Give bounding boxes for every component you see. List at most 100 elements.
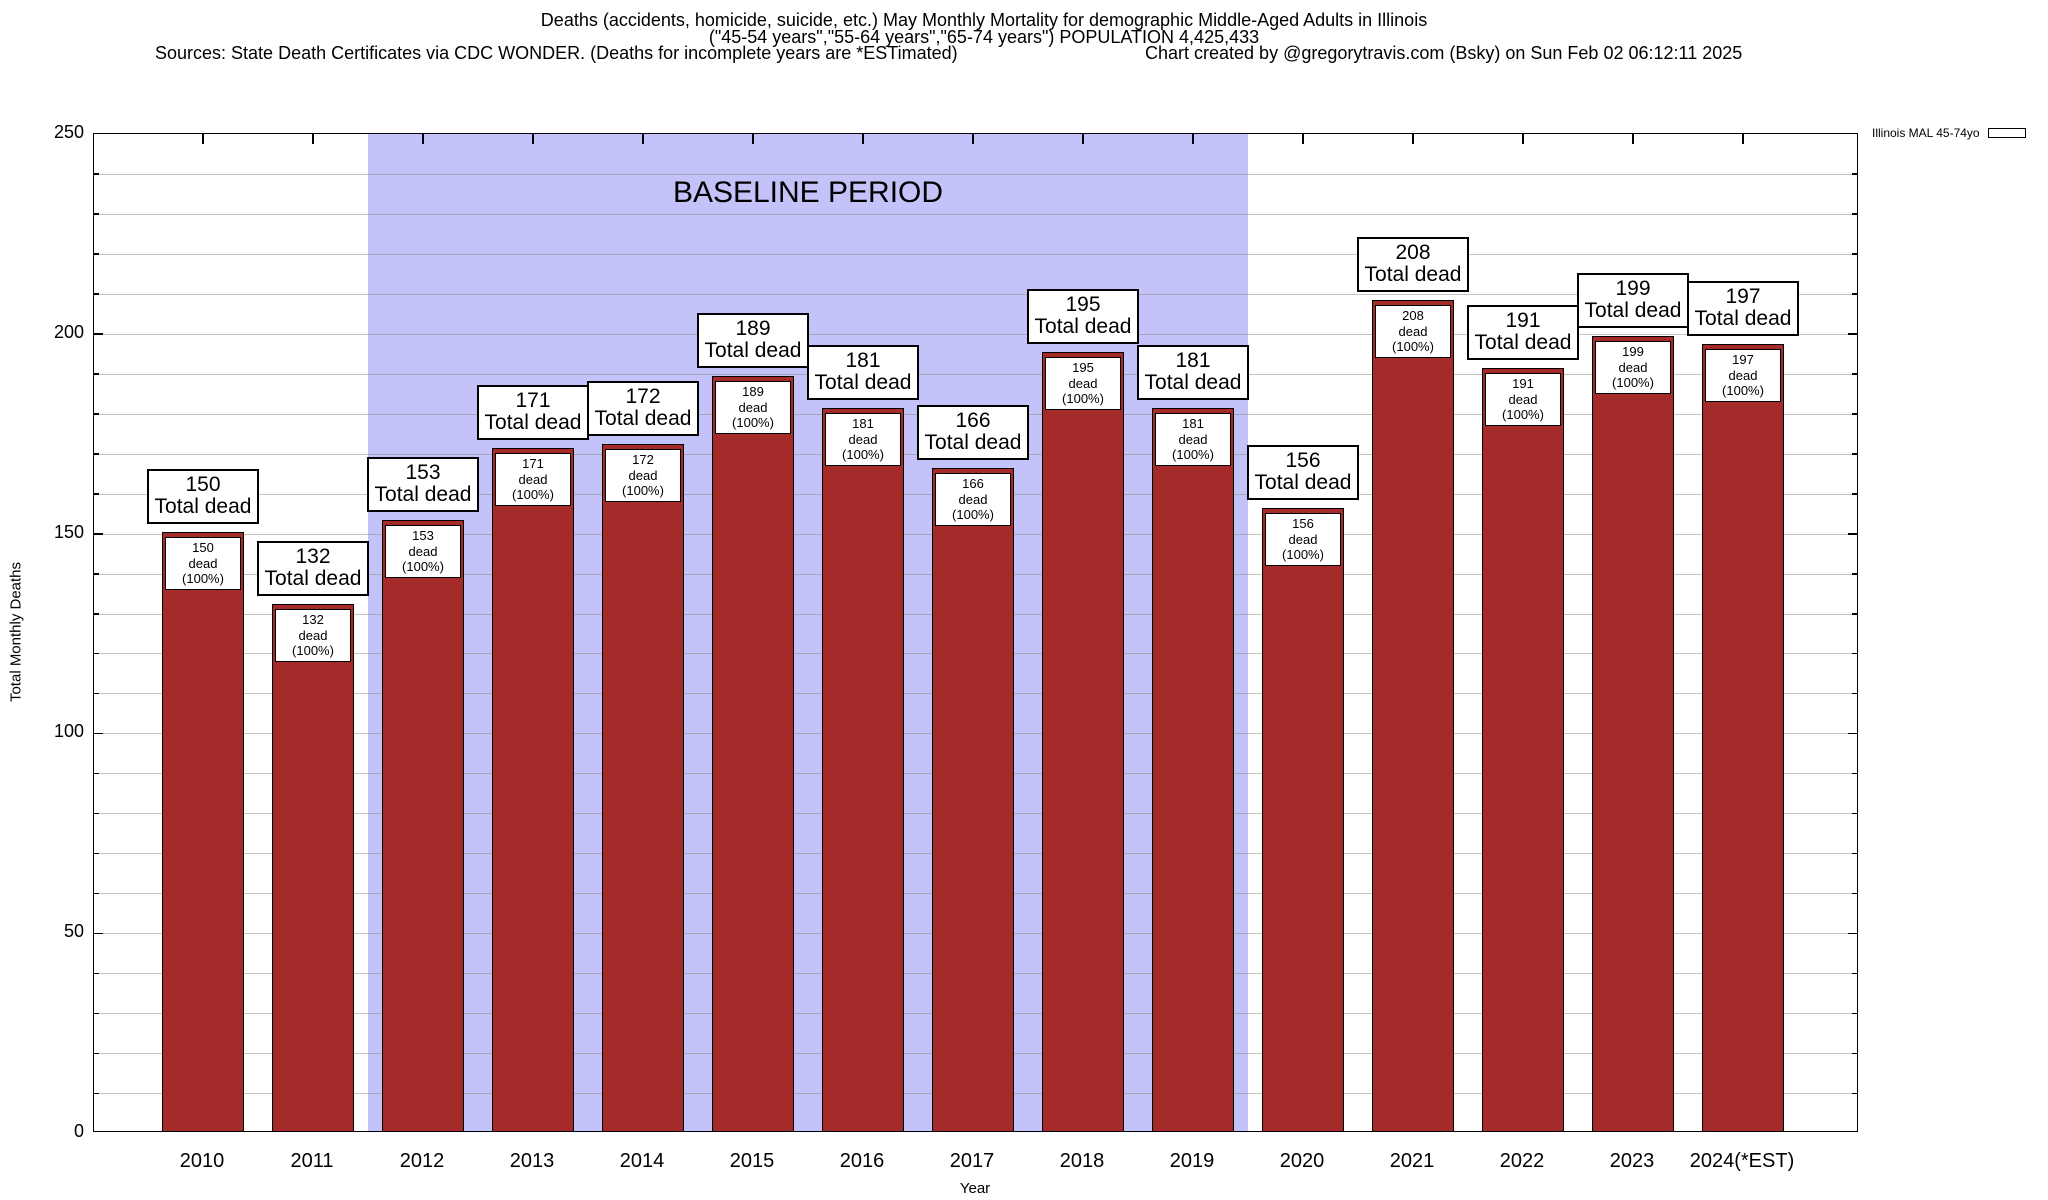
bar-total-value: 156	[1285, 448, 1321, 472]
y-tick-right	[1852, 892, 1857, 895]
bar-inner-label: 172 dead (100%)	[605, 449, 681, 502]
bar-inner-value: 181	[1182, 416, 1204, 431]
y-tick-right	[1852, 613, 1857, 615]
bar-total-suffix: Total dead	[814, 371, 912, 395]
bar-total-suffix: Total dead	[924, 431, 1022, 455]
bar-inner-label: 132 dead (100%)	[275, 609, 351, 662]
bar-total-suffix: Total dead	[374, 483, 472, 507]
y-tick-right	[1852, 1092, 1857, 1095]
bar-total-value: 132	[295, 544, 331, 568]
y-tick-right	[1848, 732, 1857, 735]
y-tick-left	[94, 213, 99, 215]
legend: Illinois MAL 45-74yo	[1872, 126, 2026, 140]
bar-inner-label: 153 dead (100%)	[385, 525, 461, 578]
y-tick-right	[1848, 932, 1857, 935]
bar-inner-value: 132	[302, 612, 324, 627]
bar-total-label: 153 Total dead	[367, 456, 479, 512]
y-tick-right	[1852, 652, 1857, 655]
x-tick-top	[1632, 134, 1634, 144]
y-tick-left	[94, 892, 99, 895]
bar-inner-label: 166 dead (100%)	[935, 473, 1011, 526]
bar-2020: 156 dead (100%)	[1262, 508, 1344, 1131]
x-tick-top	[972, 134, 974, 144]
bar-2022: 191 dead (100%)	[1482, 368, 1564, 1131]
bar-inner-suffix: dead (100%)	[952, 491, 994, 523]
bar-total-value: 171	[515, 388, 551, 412]
bar-2012: 153 dead (100%)	[382, 520, 464, 1131]
legend-label: Illinois MAL 45-74yo	[1872, 126, 1980, 140]
bar-inner-suffix: dead (100%)	[292, 627, 334, 659]
bar-inner-label: 181 dead (100%)	[1155, 413, 1231, 466]
legend-swatch	[1987, 128, 2026, 138]
y-tick-left	[94, 573, 99, 575]
bar-total-label: 195 Total dead	[1027, 288, 1139, 344]
y-tick-left	[94, 533, 103, 535]
bar-2013: 171 dead (100%)	[492, 448, 574, 1131]
bar-2019: 181 dead (100%)	[1152, 408, 1234, 1131]
bar-total-label: 166 Total dead	[917, 404, 1029, 460]
bar-total-value: 195	[1065, 292, 1101, 316]
y-tick-label: 50	[63, 921, 84, 942]
y-tick-left	[94, 613, 99, 615]
bar-2018: 195 dead (100%)	[1042, 352, 1124, 1131]
y-tick-left	[94, 932, 103, 935]
x-tick-label-2016: 2016	[839, 1150, 885, 1172]
bar-total-suffix: Total dead	[1034, 315, 1132, 339]
x-tick-label-2010: 2010	[179, 1150, 225, 1172]
y-tick-right	[1852, 173, 1857, 175]
x-tick-top	[202, 134, 204, 144]
y-tick-right	[1852, 772, 1857, 775]
bar-inner-suffix: dead (100%)	[1722, 367, 1764, 399]
bar-total-label: 208 Total dead	[1357, 236, 1469, 292]
bar-inner-label: 197 dead (100%)	[1705, 349, 1781, 402]
bar-total-label: 171 Total dead	[477, 384, 589, 440]
bar-total-label: 181 Total dead	[1137, 344, 1249, 400]
plot-area: BASELINE PERIOD 150 dead (100%) 150 Total d…	[93, 133, 1858, 1132]
bar-total-label: 132 Total dead	[257, 540, 369, 596]
bar-2015: 189 dead (100%)	[712, 376, 794, 1131]
bar-inner-value: 191	[1512, 376, 1534, 391]
x-tick-label-2015: 2015	[729, 1150, 775, 1172]
y-tick-left	[94, 772, 99, 775]
bar-inner-suffix: dead (100%)	[1502, 391, 1544, 423]
y-axis-title: Total Monthly Deaths	[7, 561, 25, 703]
y-tick-right	[1852, 493, 1857, 495]
y-tick-right	[1852, 812, 1857, 815]
bar-inner-label: 195 dead (100%)	[1045, 357, 1121, 410]
bar-2017: 166 dead (100%)	[932, 468, 1014, 1131]
y-tick-right	[1852, 253, 1857, 255]
chart-title: Deaths (accidents, homicide, suicide, et…	[540, 10, 1428, 30]
bar-inner-label: 199 dead (100%)	[1595, 341, 1671, 394]
bar-total-value: 181	[1175, 348, 1211, 372]
x-tick-label-2014: 2014	[619, 1150, 665, 1172]
bar-total-value: 189	[735, 316, 771, 340]
bar-inner-suffix: dead (100%)	[1612, 359, 1654, 391]
bar-total-value: 191	[1505, 308, 1541, 332]
gridline	[94, 213, 1857, 215]
bar-total-value: 208	[1395, 240, 1431, 264]
y-tick-left	[94, 812, 99, 815]
x-tick-label-2021: 2021	[1389, 1150, 1435, 1172]
y-tick-right	[1852, 1012, 1857, 1015]
x-tick-top	[532, 134, 534, 144]
bar-inner-value: 197	[1732, 352, 1754, 367]
y-tick-right	[1852, 972, 1857, 975]
bar-total-label: 191 Total dead	[1467, 304, 1579, 360]
y-tick-label: 200	[53, 321, 84, 342]
chart-credit: Chart created by @gregorytravis.com (Bsk…	[1145, 43, 1743, 63]
bar-total-value: 172	[625, 384, 661, 408]
x-tick-top	[862, 134, 864, 144]
x-tick-label-2022: 2022	[1499, 1150, 1545, 1172]
x-tick-label-2023: 2023	[1609, 1150, 1655, 1172]
bar-inner-label: 150 dead (100%)	[165, 537, 241, 590]
bar-total-value: 153	[405, 460, 441, 484]
y-tick-left	[94, 1092, 99, 1095]
bar-total-value: 150	[185, 472, 221, 496]
x-tick-top	[1742, 134, 1744, 144]
y-tick-left	[94, 333, 103, 335]
x-tick-label-2013: 2013	[509, 1150, 555, 1172]
bar-total-suffix: Total dead	[594, 407, 692, 431]
y-tick-label: 100	[53, 721, 84, 742]
bar-total-label: 150 Total dead	[147, 468, 259, 524]
y-tick-left	[94, 173, 99, 175]
